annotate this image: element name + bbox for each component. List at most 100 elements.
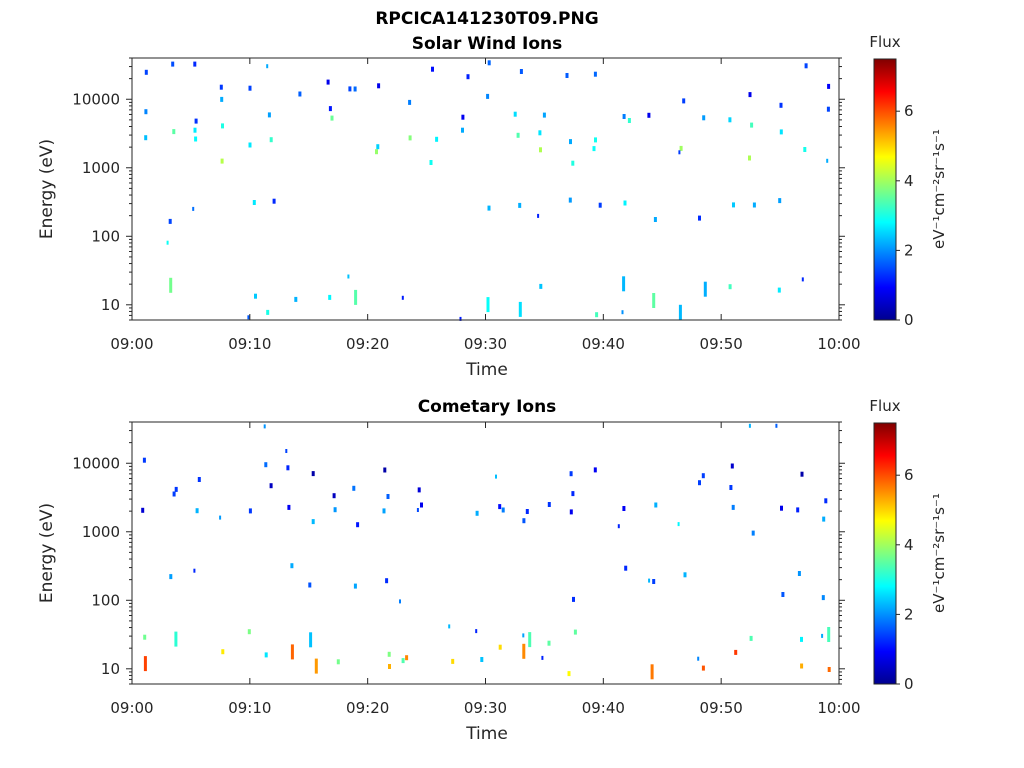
heatmap-cell: [624, 565, 628, 571]
heatmap-cell: [594, 137, 597, 143]
heatmap-cells: [141, 423, 831, 680]
heatmap-cell: [697, 656, 700, 661]
heatmap-cell: [617, 524, 620, 529]
heatmap-cell: [328, 294, 332, 300]
heatmap-cell: [169, 574, 173, 580]
heatmap-cell: [247, 315, 250, 320]
heatmap-cell: [266, 309, 270, 315]
colorbar: [873, 422, 897, 685]
heatmap-cell: [332, 493, 336, 499]
heatmap-cell: [501, 507, 505, 513]
heatmap-cell: [142, 457, 146, 463]
heatmap-cell: [653, 217, 657, 222]
heatmap-cell: [266, 64, 269, 69]
heatmap-cell: [522, 518, 526, 524]
heatmap-cell: [408, 135, 412, 141]
heatmap-cell: [247, 629, 251, 635]
heatmap-cell: [800, 636, 803, 642]
colorbar-title: Flux: [869, 33, 900, 51]
heatmap-cell: [353, 86, 357, 92]
heatmap-cell: [254, 293, 257, 299]
x-axis-label: Time: [465, 360, 508, 380]
heatmap-cell: [263, 424, 266, 429]
colorbar-tick-label: 6: [904, 466, 914, 484]
y-tick-label: 10: [101, 660, 120, 678]
heatmap-cell: [459, 316, 462, 321]
heatmap-cell: [451, 658, 455, 664]
heatmap-cell: [778, 198, 782, 204]
heatmap-cell: [386, 494, 390, 499]
heatmap-cell: [328, 106, 332, 112]
heatmap-cell: [486, 93, 490, 99]
heatmap-cell: [401, 658, 405, 664]
heatmap-cell: [748, 155, 751, 161]
heatmap-cell: [734, 649, 738, 655]
heatmap-cell: [513, 111, 517, 117]
heatmap-cell: [804, 63, 808, 69]
heatmap-cell: [698, 480, 701, 486]
heatmap-cell: [519, 69, 523, 74]
y-tick-label: 100: [91, 591, 120, 609]
heatmap-cell: [448, 624, 451, 629]
heatmap-cell: [356, 522, 360, 528]
heatmap-cell: [166, 240, 169, 245]
heatmap-cell: [571, 160, 575, 166]
heatmap-cell: [264, 462, 268, 468]
heatmap-cell: [730, 463, 734, 469]
axes: 09:00 09:10 09:20 09:30 09:40 09:50 10:00 10 100…: [72, 421, 861, 717]
heatmap-cell: [572, 596, 575, 602]
heatmap-cell: [678, 150, 681, 155]
heatmap-cell: [622, 506, 626, 511]
heatmap-cell: [269, 483, 273, 489]
heatmap-cell: [803, 147, 807, 152]
heatmap-cell: [800, 471, 804, 477]
heatmap-cell: [220, 158, 224, 164]
heatmap-cell: [728, 284, 732, 290]
heatmap-cell: [382, 508, 386, 514]
x-tick-label: 09:10: [228, 699, 271, 717]
heatmap-cell: [466, 74, 470, 80]
heatmap-cell: [408, 99, 412, 105]
heatmap-cell: [195, 508, 199, 514]
heatmap-cell: [595, 312, 599, 318]
heatmap-cell: [308, 582, 312, 588]
heatmap-cell: [388, 664, 391, 669]
heatmap-cell: [775, 423, 778, 428]
colorbar-tick-label: 6: [904, 102, 914, 120]
y-axis-label: Energy (eV): [37, 503, 57, 603]
heatmap-cell: [749, 635, 753, 641]
x-tick-label: 09:00: [110, 335, 153, 353]
y-tick-label: 10000: [72, 90, 120, 108]
heatmap-cell: [567, 671, 571, 677]
heatmap-cell: [348, 86, 352, 92]
heatmap-cell: [141, 507, 145, 513]
heatmap-cell: [174, 631, 178, 647]
x-tick-label: 09:10: [228, 335, 271, 353]
heatmap-cell: [172, 491, 176, 497]
y-tick-label: 1000: [82, 523, 120, 541]
x-tick-label: 09:30: [464, 699, 507, 717]
plot-frame: [131, 57, 840, 321]
heatmap-cell: [518, 301, 522, 317]
heatmap-cell: [822, 516, 826, 522]
heatmap-cell: [537, 213, 540, 218]
heatmap-cell: [290, 563, 294, 569]
y-tick-label: 1000: [82, 159, 120, 177]
heatmap-cell: [420, 502, 423, 508]
colorbar-tick-label: 4: [904, 536, 914, 554]
heatmap-cell: [347, 274, 350, 279]
heatmap-cell: [193, 568, 196, 573]
heatmap-cell: [168, 218, 172, 224]
heatmap-cell: [248, 508, 252, 514]
heatmap-cell: [330, 115, 334, 121]
x-tick-label: 09:00: [110, 699, 153, 717]
heatmap-cell: [431, 66, 434, 72]
heatmap-cell: [826, 158, 829, 163]
heatmap-cell: [336, 659, 340, 665]
heatmap-cell: [401, 295, 404, 300]
x-tick-label: 10:00: [817, 335, 860, 353]
heatmap-cell: [647, 112, 651, 118]
heatmap-cell: [732, 202, 735, 208]
heatmap-cell: [294, 296, 298, 302]
colorbar-units: eV⁻¹cm⁻²sr⁻¹s⁻¹: [930, 129, 948, 249]
